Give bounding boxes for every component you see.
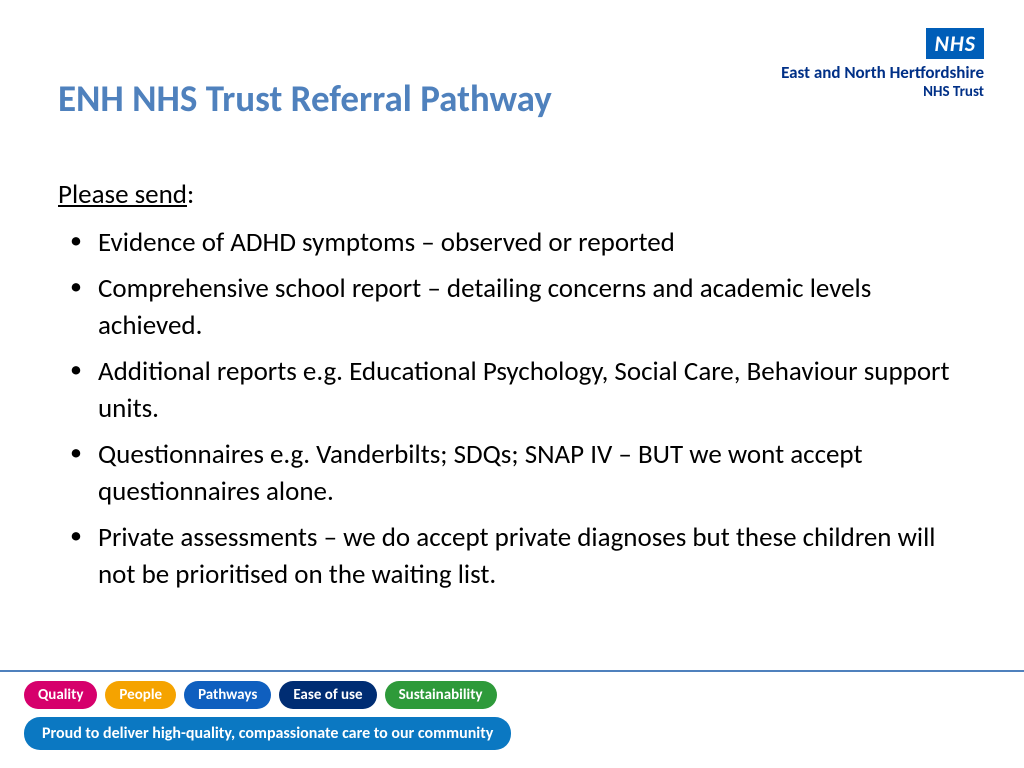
pill-sustainability: Sustainability [385, 681, 497, 709]
list-item: Additional reports e.g. Educational Psyc… [88, 354, 964, 427]
footer-block: Quality People Pathways Ease of use Sust… [24, 681, 511, 750]
list-item: Private assessments – we do accept priva… [88, 520, 964, 593]
pill-quality: Quality [24, 681, 97, 709]
trust-name-line2: NHS Trust [781, 83, 984, 101]
content-body: Please send: Evidence of ADHD symptoms –… [58, 178, 964, 603]
pill-row: Quality People Pathways Ease of use Sust… [24, 681, 511, 709]
list-item: Evidence of ADHD symptoms – observed or … [88, 225, 964, 261]
list-item: Comprehensive school report – detailing … [88, 271, 964, 344]
intro-line: Please send: [58, 178, 964, 211]
divider-line [0, 670, 1024, 672]
pill-ease: Ease of use [279, 681, 376, 709]
intro-suffix: : [187, 178, 194, 211]
nhs-box: NHS [926, 28, 984, 59]
trust-name-line1: East and North Hertfordshire [781, 63, 984, 83]
strapline: Proud to deliver high-quality, compassio… [24, 717, 511, 750]
nhs-logo-block: NHS East and North Hertfordshire NHS Tru… [781, 28, 984, 101]
page-title: ENH NHS Trust Referral Pathway [58, 76, 552, 121]
pill-people: People [105, 681, 176, 709]
list-item: Questionnaires e.g. Vanderbilts; SDQs; S… [88, 437, 964, 510]
bullet-list: Evidence of ADHD symptoms – observed or … [58, 225, 964, 593]
intro-underlined: Please send [58, 178, 187, 211]
pill-pathways: Pathways [184, 681, 271, 709]
